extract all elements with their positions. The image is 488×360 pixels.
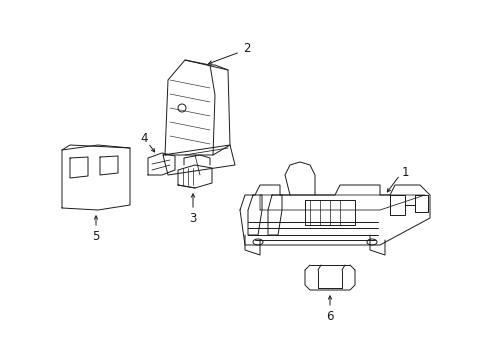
Text: 4: 4 xyxy=(140,131,147,144)
Text: 2: 2 xyxy=(243,42,250,55)
Text: 1: 1 xyxy=(401,166,408,179)
Text: 5: 5 xyxy=(92,230,100,243)
Text: 3: 3 xyxy=(189,211,196,225)
Text: 6: 6 xyxy=(325,310,333,323)
